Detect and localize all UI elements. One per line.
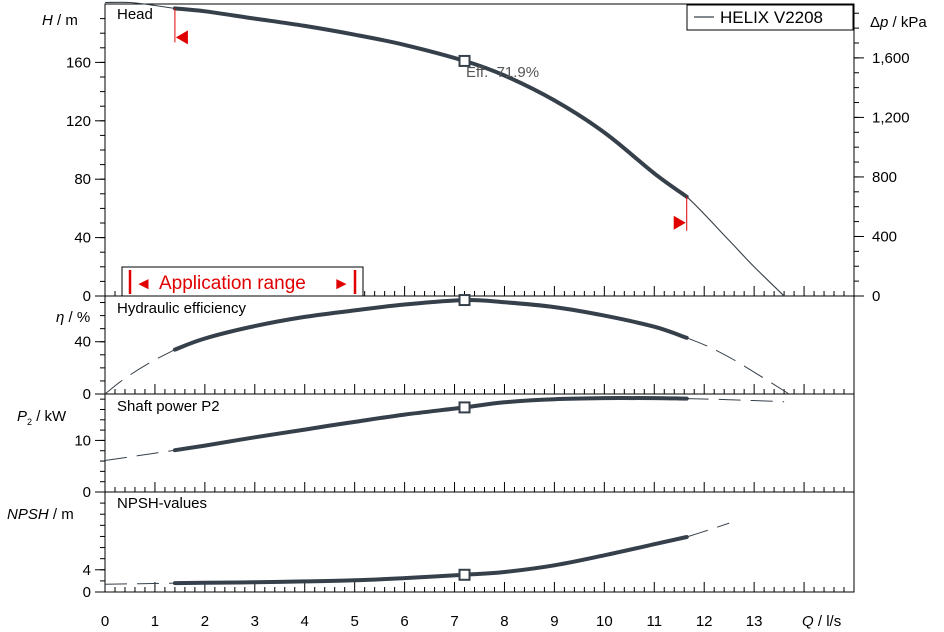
y-tick-label: 0 xyxy=(83,386,91,403)
efficiency-panel-title: Hydraulic efficiency xyxy=(117,300,246,317)
head-axis-label: H / m xyxy=(42,12,78,29)
application-range-label: ◄ Application range ► xyxy=(121,266,364,297)
efficiency-curve xyxy=(172,298,689,352)
npsh-panel-frame xyxy=(104,491,855,593)
application-range-right-arrow: ► xyxy=(333,274,350,293)
npsh-curve xyxy=(172,535,689,586)
pressure-axis-label: Δp / kPa xyxy=(870,14,927,31)
x-tick-label: 5 xyxy=(350,613,358,630)
duty-point-marker xyxy=(458,294,471,307)
x-axis-label: Q / l/s xyxy=(802,613,841,630)
head-panel-title: Head xyxy=(117,6,153,23)
curve-extension-dashed xyxy=(104,349,176,395)
application-range-text: Application range xyxy=(159,273,306,294)
y2-tick-label: 800 xyxy=(872,169,897,186)
y-tick-label: 0 xyxy=(83,584,91,601)
curve-extension-dashed xyxy=(686,522,730,538)
x-tick-label: 1 xyxy=(151,613,159,630)
x-tick-label: 4 xyxy=(301,613,309,630)
y-tick-label: 0 xyxy=(83,288,91,305)
x-tick-label: 6 xyxy=(400,613,408,630)
x-tick-label: 0 xyxy=(101,613,109,630)
x-tick-label: 10 xyxy=(596,613,613,630)
head-panel-frame xyxy=(104,3,855,297)
application-range-box xyxy=(121,266,364,297)
head-curve-operating-range xyxy=(172,6,689,199)
y-tick-label: 0 xyxy=(83,484,91,501)
curve-extension-dashed xyxy=(686,398,785,403)
duty-point-marker xyxy=(458,401,471,414)
legend-label: HELIX V2208 xyxy=(720,8,823,27)
x-tick-label: 11 xyxy=(646,613,662,630)
y-tick-label: 4 xyxy=(83,562,91,579)
y2-tick-label: 0 xyxy=(872,288,880,305)
power-panel-title: Shaft power P2 xyxy=(117,398,220,415)
power-axis-label: P2 / kW xyxy=(17,408,67,427)
panel-frames xyxy=(104,3,855,593)
x-tick-label: 8 xyxy=(500,613,508,630)
curve-extension-dashed xyxy=(104,449,175,461)
efficiency-annotation: Eff. 71.9% xyxy=(466,64,539,81)
x-tick-label: 2 xyxy=(201,613,209,630)
legend-box xyxy=(686,4,854,31)
curves xyxy=(104,1,790,586)
npsh-axis-label: NPSH / m xyxy=(7,506,74,523)
y-tick-label: 120 xyxy=(66,113,91,130)
duty-point-marker xyxy=(458,568,471,581)
y2-tick-label: 1,600 xyxy=(872,50,910,67)
curve-extension-dashed xyxy=(686,337,790,395)
x-tick-label: 13 xyxy=(746,613,763,630)
x-tick-label: 12 xyxy=(696,613,713,630)
head-curve-full xyxy=(104,1,785,297)
qmin-limit-arrow xyxy=(175,30,188,45)
x-tick-label: 9 xyxy=(550,613,558,630)
application-range-left-arrow: ◄ xyxy=(135,274,152,293)
markers xyxy=(174,8,688,581)
x-tick-label: 3 xyxy=(251,613,259,630)
y-tick-label: 10 xyxy=(74,432,91,449)
efficiency-axis-label: η / % xyxy=(56,309,90,326)
y2-tick-label: 400 xyxy=(872,228,897,245)
y-tick-label: 40 xyxy=(74,230,91,247)
duty-point-marker xyxy=(458,54,471,67)
p2-curve xyxy=(172,396,689,453)
y-tick-label: 160 xyxy=(66,54,91,71)
curve-extension-dashed xyxy=(104,582,175,585)
x-tick-label: 7 xyxy=(450,613,458,630)
npsh-panel-title: NPSH-values xyxy=(117,495,207,512)
qmax-limit-arrow xyxy=(673,215,686,230)
y2-tick-label: 1,200 xyxy=(872,109,910,126)
y-tick-label: 80 xyxy=(74,171,91,188)
y-tick-label: 40 xyxy=(74,334,91,351)
legend: HELIX V2208 xyxy=(686,4,854,31)
